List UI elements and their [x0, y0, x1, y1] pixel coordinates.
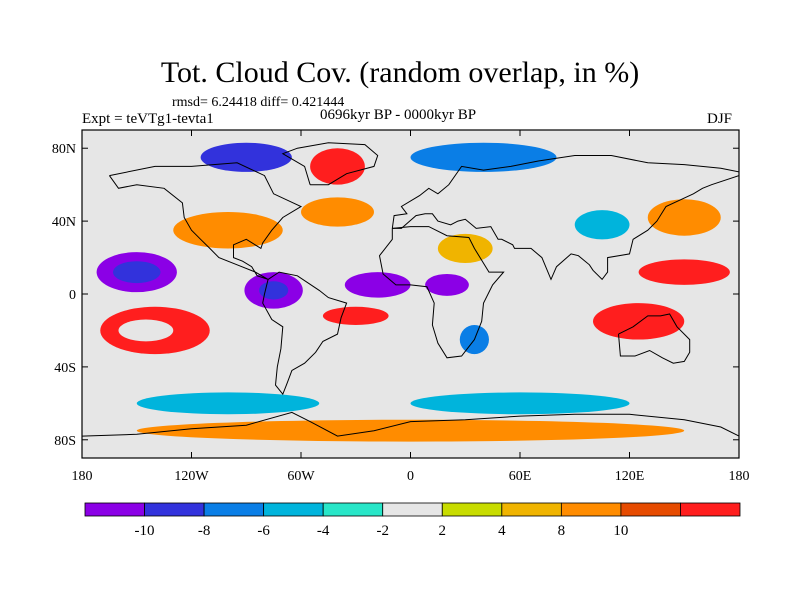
anomaly-region — [301, 197, 374, 227]
x-tick-label: 60E — [509, 469, 532, 484]
coastline-path — [618, 313, 691, 364]
colorbar-swatch — [144, 502, 205, 517]
colorbar-label: 8 — [558, 523, 566, 539]
anomaly-region — [113, 261, 161, 284]
x-tick-label: 120W — [174, 469, 209, 484]
colorbar-swatch — [263, 502, 324, 517]
colorbar-swatch — [84, 502, 145, 517]
colorbar-label: 2 — [439, 523, 447, 539]
colorbar-swatch — [382, 502, 443, 517]
colorbar-swatch — [560, 502, 622, 517]
anomaly-field — [96, 142, 739, 442]
anomaly-region — [410, 142, 557, 172]
x-tick-label: 60W — [287, 469, 315, 484]
anomaly-region — [437, 233, 493, 264]
season-label: DJF — [707, 111, 733, 127]
period-label: 0696kyr BP - 0000kyr BP — [320, 107, 477, 123]
colorbar-swatch — [203, 502, 265, 517]
colorbar-label: -10 — [135, 523, 155, 539]
map-axes: 180 120W 60W 0 60E 120E 180 80N 40N 0 40S 80S — [52, 130, 750, 484]
anomaly-region — [173, 212, 283, 249]
coastline-path — [378, 226, 505, 359]
coastline-path — [262, 271, 348, 396]
experiment-label: Expt = teVTg1-tevta1 — [82, 111, 214, 127]
anomaly-region — [136, 392, 320, 415]
anomaly-region — [344, 272, 411, 298]
colorbar-label: -6 — [257, 523, 270, 539]
coastline-path — [108, 162, 303, 280]
colorbar-swatch — [441, 502, 503, 517]
colorbar-swatch — [680, 502, 741, 517]
y-tick-label: 40N — [52, 215, 76, 230]
coastlines — [82, 142, 739, 437]
anomaly-region — [410, 392, 630, 415]
y-tick-label: 80S — [54, 434, 76, 449]
coastline-path — [82, 411, 739, 437]
anomaly-region — [638, 259, 730, 285]
anomaly-region — [574, 210, 630, 240]
map-area — [81, 129, 740, 459]
rmsd-diff-stats: rmsd= 6.24418 diff= 0.421444 — [172, 95, 345, 110]
anomaly-region — [593, 303, 685, 340]
colorbar-label: -8 — [198, 523, 211, 539]
y-tick-label: 80N — [52, 142, 76, 157]
x-tick-label: 0 — [407, 469, 414, 484]
coastline-path — [391, 155, 739, 281]
y-tick-label: 0 — [69, 288, 76, 303]
anomaly-region — [322, 306, 389, 325]
map-title: Tot. Cloud Cov. (random overlap, in %) — [160, 56, 640, 89]
colorbar-label: -2 — [376, 523, 389, 539]
y-tick-label: 40S — [54, 361, 76, 376]
anomaly-region — [425, 273, 469, 296]
colorbar-swatch — [501, 502, 562, 517]
anomaly-region — [259, 281, 289, 300]
colorbar-label: 4 — [498, 523, 506, 539]
x-tick-label: 180 — [72, 469, 93, 484]
colorbar-label: -4 — [317, 523, 330, 539]
coastline-path — [281, 142, 379, 186]
anomaly-region — [310, 148, 365, 185]
colorbar-swatch — [322, 502, 384, 517]
colorbar-swatch — [620, 502, 681, 517]
colorbar-label: 10 — [613, 523, 628, 539]
anomaly-region — [647, 199, 721, 236]
x-tick-label: 120E — [615, 469, 645, 484]
colorbar: -10 -8 -6 -4 -2 2 4 8 10 — [84, 502, 741, 539]
anomaly-region — [136, 419, 685, 442]
x-tick-label: 180 — [729, 469, 750, 484]
anomaly-region — [118, 319, 174, 342]
anomaly-region — [200, 142, 292, 172]
